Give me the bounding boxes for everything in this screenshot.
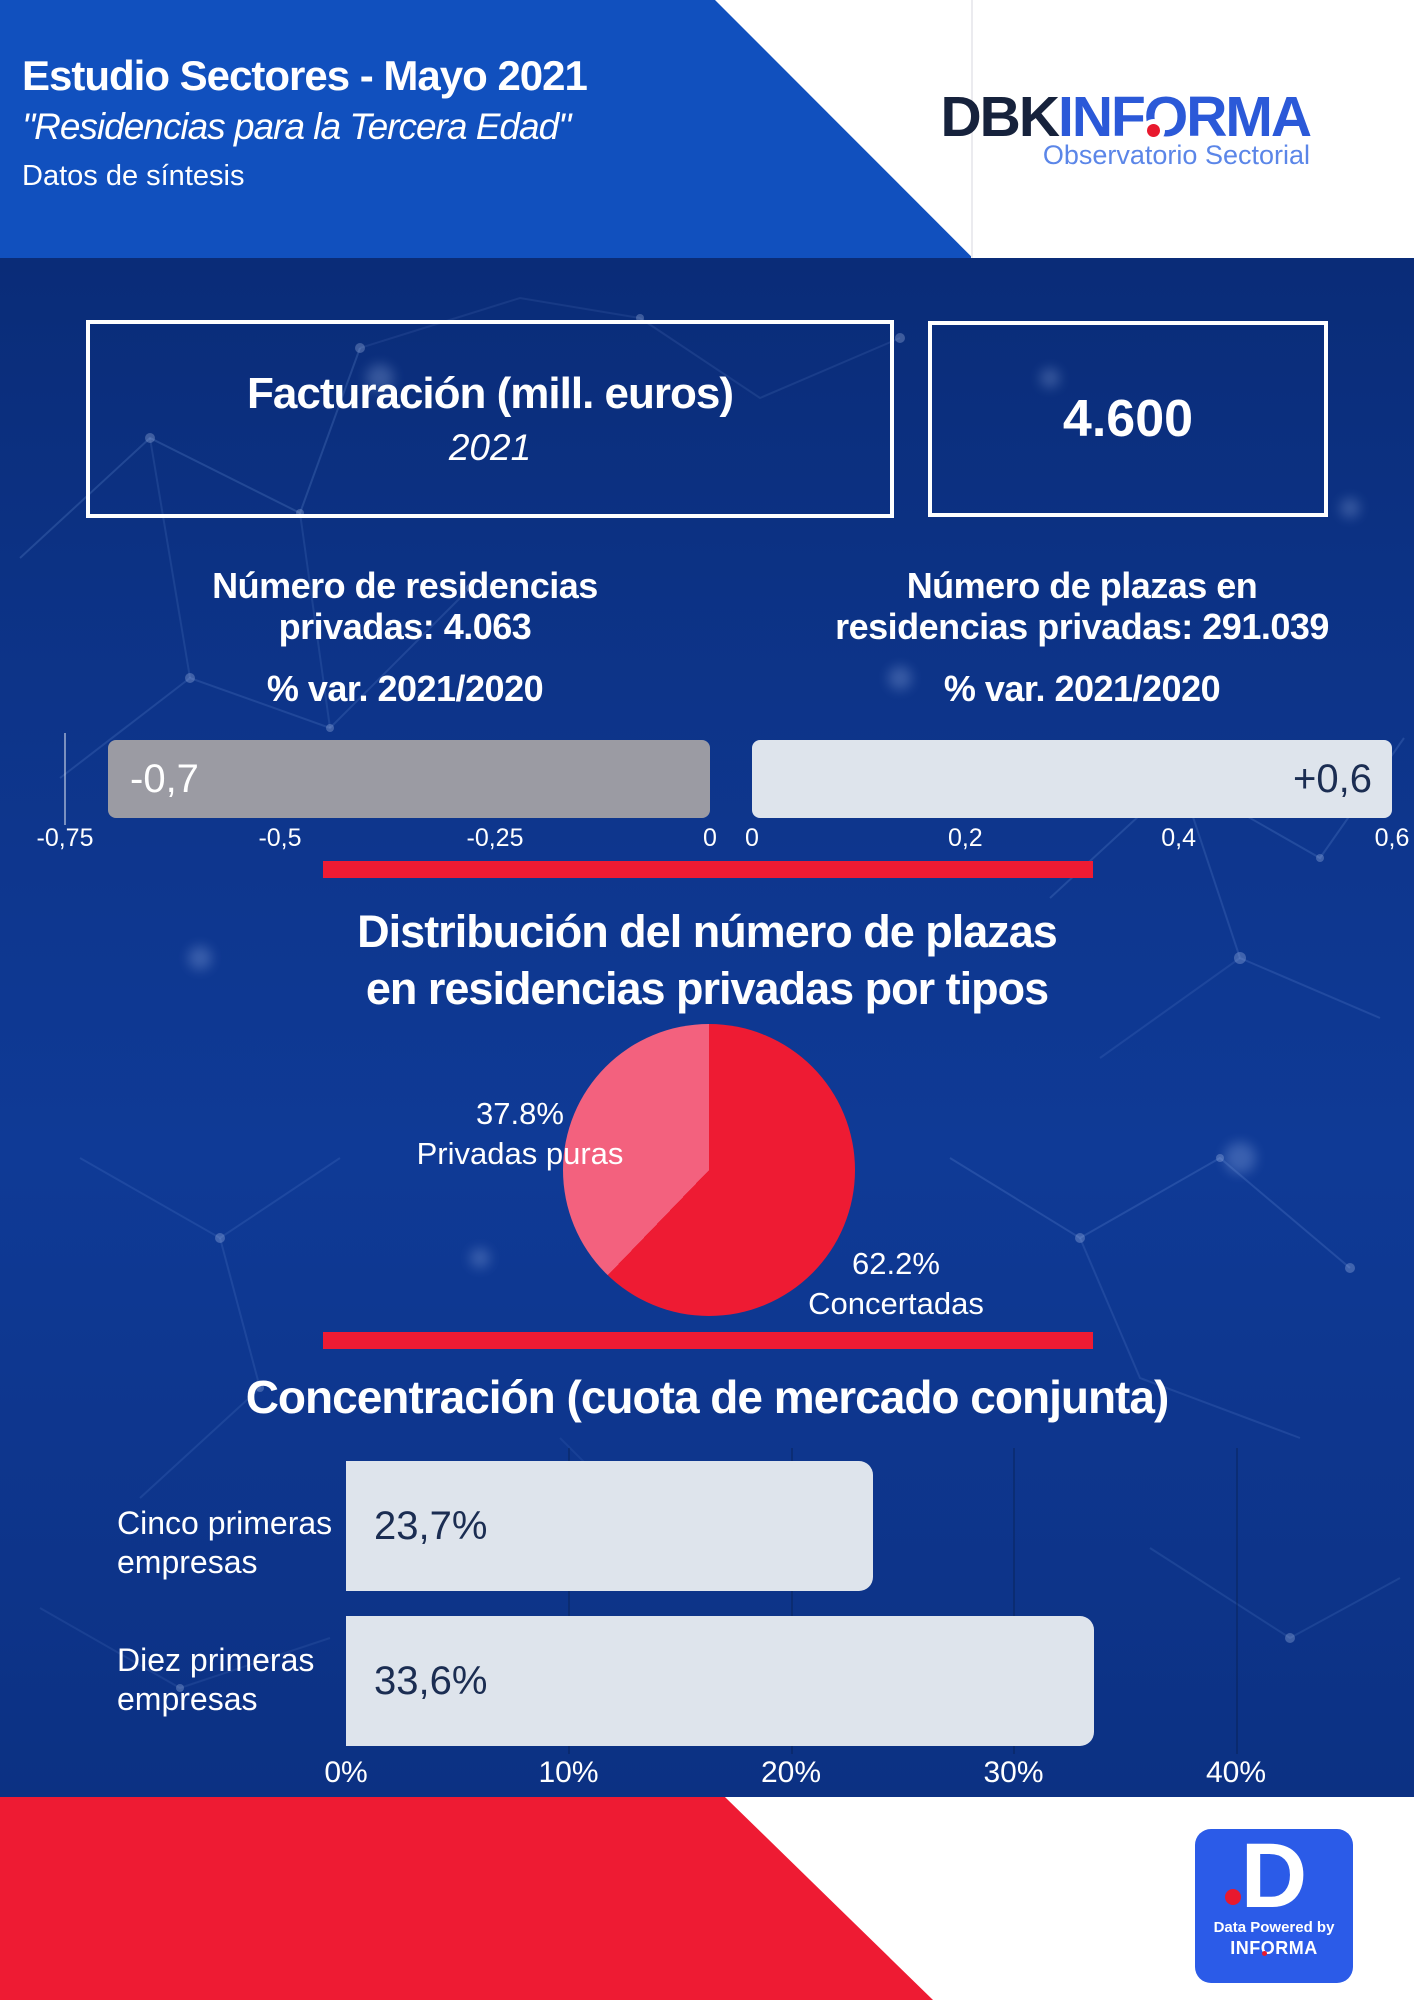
conc-cinco-line1: Cinco primeras — [117, 1505, 333, 1541]
pie-title-line1: Distribución del número de plazas — [357, 906, 1058, 957]
axis-tick-label: -0,75 — [36, 824, 94, 852]
pie-concertadas-name: Concertadas — [808, 1286, 984, 1321]
badge-informa-post: RMA — [1275, 1938, 1318, 1959]
axis-tick-label: 30% — [983, 1756, 1044, 1789]
badge-red-dot-icon — [1224, 1889, 1241, 1906]
report-title: Estudio Sectores - Mayo 2021 — [22, 52, 588, 99]
concentracion-title: Concentración (cuota de mercado conjunta… — [245, 1371, 1170, 1423]
pie-title-line2: en residencias privadas por tipos — [365, 963, 1049, 1014]
axis-tick-label: 0,2 — [947, 824, 983, 852]
facturacion-year: 2021 — [448, 427, 532, 468]
var-label-left: % var. 2021/2020 — [266, 668, 544, 709]
axis-tick-label: 0,4 — [1161, 824, 1197, 852]
pie-concertadas-pct: 62.2% — [852, 1246, 940, 1281]
residencias-stat-line1: Número de residencias — [212, 565, 598, 606]
gridline-30pct — [1013, 1448, 1015, 1754]
red-divider-2 — [323, 1332, 1093, 1349]
badge-d-logo-icon: D — [1224, 1830, 1307, 1922]
conc-category-cinco: Cinco primeras empresas — [117, 1504, 332, 1582]
axis-tick-label: -0,5 — [258, 824, 302, 852]
pie-title: Distribución del número de plazas en res… — [157, 903, 1257, 1017]
header-seam-line — [971, 0, 973, 258]
informa-badge: D Data Powered by INFORMA — [1195, 1829, 1353, 1983]
logo-informa-text: INFORMA — [1058, 85, 1312, 149]
badge-informa-text: INFORMA — [1195, 1938, 1353, 1959]
var-label-right: % var. 2021/2020 — [943, 668, 1221, 709]
conc-bar-diez: 33,6% — [346, 1616, 1094, 1746]
pie-label-concertadas: 62.2% Concertadas — [736, 1244, 1056, 1324]
residencias-stat-line2: privadas: 4.063 — [278, 606, 532, 647]
axis-tick-label: 0,6 — [1374, 824, 1410, 852]
right-chart-axis: 0 0,2 0,4 0,6 — [745, 824, 1409, 854]
plazas-stat-line1: Número de plazas en — [906, 565, 1258, 606]
plazas-stat: Número de plazas en residencias privadas… — [752, 565, 1412, 647]
facturacion-box: Facturación (mill. euros) 2021 — [86, 320, 894, 518]
plazas-stat-line2: residencias privadas: 291.039 — [835, 606, 1329, 647]
conc-diez-value: 33,6% — [374, 1658, 488, 1703]
axis-tick-label: 0% — [324, 1756, 368, 1789]
axis-tick-label: 10% — [538, 1756, 599, 1789]
residencias-var-value: -0,7 — [130, 756, 199, 801]
axis-tick-label: 0 — [703, 824, 717, 852]
red-wedge-shape — [0, 1797, 933, 2000]
logo-subtitle: Observatorio Sectorial — [1042, 140, 1310, 170]
badge-o-with-dot-icon: O — [1260, 1938, 1276, 1959]
axis-tick-label: -0,25 — [466, 824, 524, 852]
logo-dbk-text: DBK — [940, 85, 1060, 149]
facturacion-value-box: 4.600 — [928, 321, 1328, 517]
plazas-pie-chart — [563, 1024, 855, 1316]
logo-informa-post: RMA — [1186, 85, 1312, 149]
pie-privadas-pct: 37.8% — [476, 1096, 564, 1131]
conc-diez-line1: Diez primeras — [117, 1642, 315, 1678]
header-band: Estudio Sectores - Mayo 2021 "Residencia… — [0, 0, 1414, 258]
badge-informa-pre: INF — [1230, 1938, 1261, 1959]
residencias-var-bar: -0,7 — [108, 740, 710, 818]
conc-cinco-line2: empresas — [117, 1544, 258, 1580]
conc-bar-cinco: 23,7% — [346, 1461, 873, 1591]
logo-o-with-dot-icon: O — [1141, 85, 1188, 149]
report-subtitle: "Residencias para la Tercera Edad" — [22, 106, 571, 147]
pie-privadas-name: Privadas puras — [416, 1136, 624, 1171]
badge-d-letter: D — [1240, 1825, 1308, 1927]
pie-label-privadas: 37.8% Privadas puras — [320, 1094, 720, 1174]
gridline-40pct — [1236, 1448, 1238, 1754]
conc-category-diez: Diez primeras empresas — [117, 1641, 314, 1719]
plazas-var-bar: +0,6 — [752, 740, 1392, 818]
residencias-stat: Número de residencias privadas: 4.063 — [60, 565, 750, 647]
axis-tick-label: 20% — [760, 1756, 822, 1789]
dbk-informa-logo: DBKINFORMA — [940, 84, 1312, 150]
plazas-var-value: +0,6 — [1293, 756, 1372, 801]
gridline-10pct — [568, 1448, 570, 1754]
facturacion-value: 4.600 — [1062, 390, 1194, 448]
conc-diez-line2: empresas — [117, 1681, 258, 1717]
logo-informa-pre: INF — [1058, 85, 1146, 149]
badge-powered-text: Data Powered by — [1213, 1919, 1335, 1937]
axis-tick-label: 40% — [1205, 1756, 1267, 1789]
axis-tick-label: 0 — [745, 824, 759, 852]
conc-axis: 0% 10% 20% 30% 40% — [324, 1756, 1266, 1790]
report-tagline: Datos de síntesis — [22, 160, 245, 192]
left-chart-axis-line — [64, 733, 66, 825]
red-divider-1 — [323, 861, 1093, 878]
footer-band: D Data Powered by INFORMA — [0, 1797, 1414, 2000]
gridline-20pct — [791, 1448, 793, 1754]
left-chart-axis: -0,75 -0,5 -0,25 0 — [37, 824, 717, 854]
conc-cinco-value: 23,7% — [374, 1503, 488, 1548]
content-area: Facturación (mill. euros) 2021 4.600 Núm… — [0, 258, 1414, 1797]
facturacion-title: Facturación (mill. euros) — [247, 369, 734, 418]
